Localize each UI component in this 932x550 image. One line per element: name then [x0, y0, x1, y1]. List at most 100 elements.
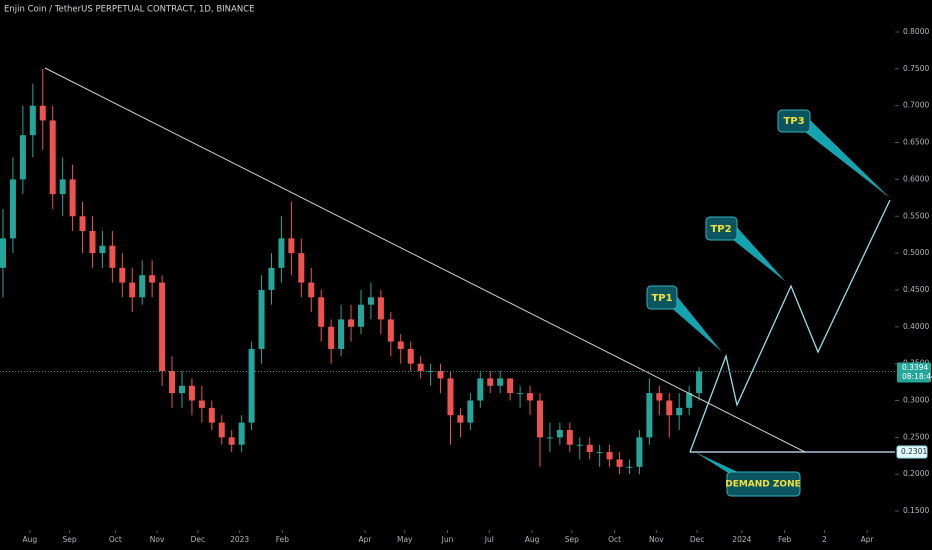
candle-body [39, 105, 46, 121]
candle-body [656, 393, 663, 401]
callout-box [705, 216, 738, 241]
candle-body [0, 238, 6, 268]
candle-body [357, 304, 364, 327]
callout-pointer [667, 294, 722, 352]
candle-body [29, 105, 36, 136]
candle-body [119, 267, 126, 283]
candle-body [328, 326, 335, 349]
candle-body [169, 371, 176, 394]
candle-body [626, 466, 633, 468]
y-tick-label: 0.7000 [903, 101, 929, 110]
x-tick-label: 2023 [230, 535, 249, 544]
candle-body [636, 437, 643, 467]
candle-body [457, 415, 464, 423]
candle-body [507, 378, 514, 394]
candle-body [278, 238, 285, 268]
x-tick-label: Apr [861, 535, 875, 544]
candle-body [586, 444, 593, 453]
candle-body [497, 378, 504, 386]
candle-body [696, 371, 703, 394]
plot [0, 68, 703, 475]
x-tick-label: 2024 [732, 535, 751, 544]
candle-body [139, 275, 146, 298]
candle-body [666, 400, 673, 416]
candle-body [417, 363, 424, 372]
x-tick-label: 2 [822, 535, 827, 544]
support-label: 0.2301 [901, 447, 927, 456]
candle-body [606, 452, 613, 460]
candle-body [79, 216, 86, 231]
candle-body [228, 437, 235, 445]
candle-body [19, 135, 26, 180]
candle-body [377, 297, 384, 320]
callout-pointer [800, 118, 890, 198]
candle-body [268, 267, 275, 290]
y-tick-label: 0.8000 [903, 27, 929, 36]
y-tick-label: 0.1500 [903, 506, 929, 515]
candle-body [437, 371, 444, 379]
trend-line [44, 67, 806, 453]
candle-body [198, 400, 205, 408]
candle-body [258, 289, 265, 349]
x-tick-label: Jul [484, 535, 494, 544]
callout-box [777, 109, 811, 133]
x-tick-label: Feb [778, 535, 792, 544]
candle-body [686, 393, 693, 408]
candle-body [348, 319, 355, 327]
y-tick-label: 0.6000 [903, 174, 929, 183]
candle-body [218, 422, 225, 438]
y-tick-label: 0.2000 [903, 469, 929, 478]
annotation: TP3 [783, 116, 804, 127]
x-tick-label: Aug [525, 535, 540, 544]
x-tick-label: Dec [191, 535, 206, 544]
candle-body [59, 179, 66, 195]
y-tick-label: 0.5000 [903, 248, 929, 257]
projection-path [689, 199, 891, 453]
candle-body [576, 444, 583, 446]
candle-body [208, 407, 215, 423]
x-tick-label: Oct [608, 535, 621, 544]
candle-body [467, 400, 474, 423]
price-tag [897, 362, 931, 383]
candle-body [536, 400, 543, 438]
candle-body [546, 437, 553, 439]
candle-body [616, 459, 623, 467]
x-tick-label: Aug [23, 535, 38, 544]
x-tick-label: Oct [109, 535, 122, 544]
candle-body [188, 385, 195, 401]
candle-body [387, 319, 394, 342]
x-tick-label: Nov [649, 535, 664, 544]
annotation: DEMAND ZONE [725, 480, 801, 490]
candle-body [178, 385, 185, 394]
y-tick-label: 0.6500 [903, 138, 929, 147]
candle-body [99, 245, 106, 254]
candle-body [9, 179, 16, 239]
x-tick-label: Apr [358, 535, 372, 544]
candle-body [338, 319, 345, 349]
candle-body [397, 341, 404, 349]
last-price-label: 0.3394 [902, 363, 928, 372]
countdown-label: 08:18:44 [902, 372, 932, 381]
callout-pointer [727, 225, 786, 282]
x-tick-label: May [397, 535, 413, 544]
candle-body [676, 407, 683, 416]
candle-body [367, 297, 374, 305]
candle-body [308, 282, 315, 298]
candle-body [298, 253, 305, 283]
candle-body [596, 452, 603, 454]
x-tick-label: Jun [441, 535, 454, 544]
candle-body [427, 371, 434, 373]
annotation: TP2 [710, 224, 731, 235]
candle-body [288, 238, 295, 254]
candle-body [646, 393, 653, 438]
annotation: TP1 [651, 293, 672, 304]
candle-body [556, 429, 563, 438]
x-tick-label: Sep [63, 535, 77, 544]
candle-body [159, 282, 166, 372]
chart-title: Enjin Coin / TetherUS PERPETUAL CONTRACT… [4, 5, 255, 15]
callouts: TP3 TP2 TP1 DEMAND ZONE [646, 109, 890, 497]
callout-box [646, 285, 678, 310]
candle-body [149, 275, 156, 283]
